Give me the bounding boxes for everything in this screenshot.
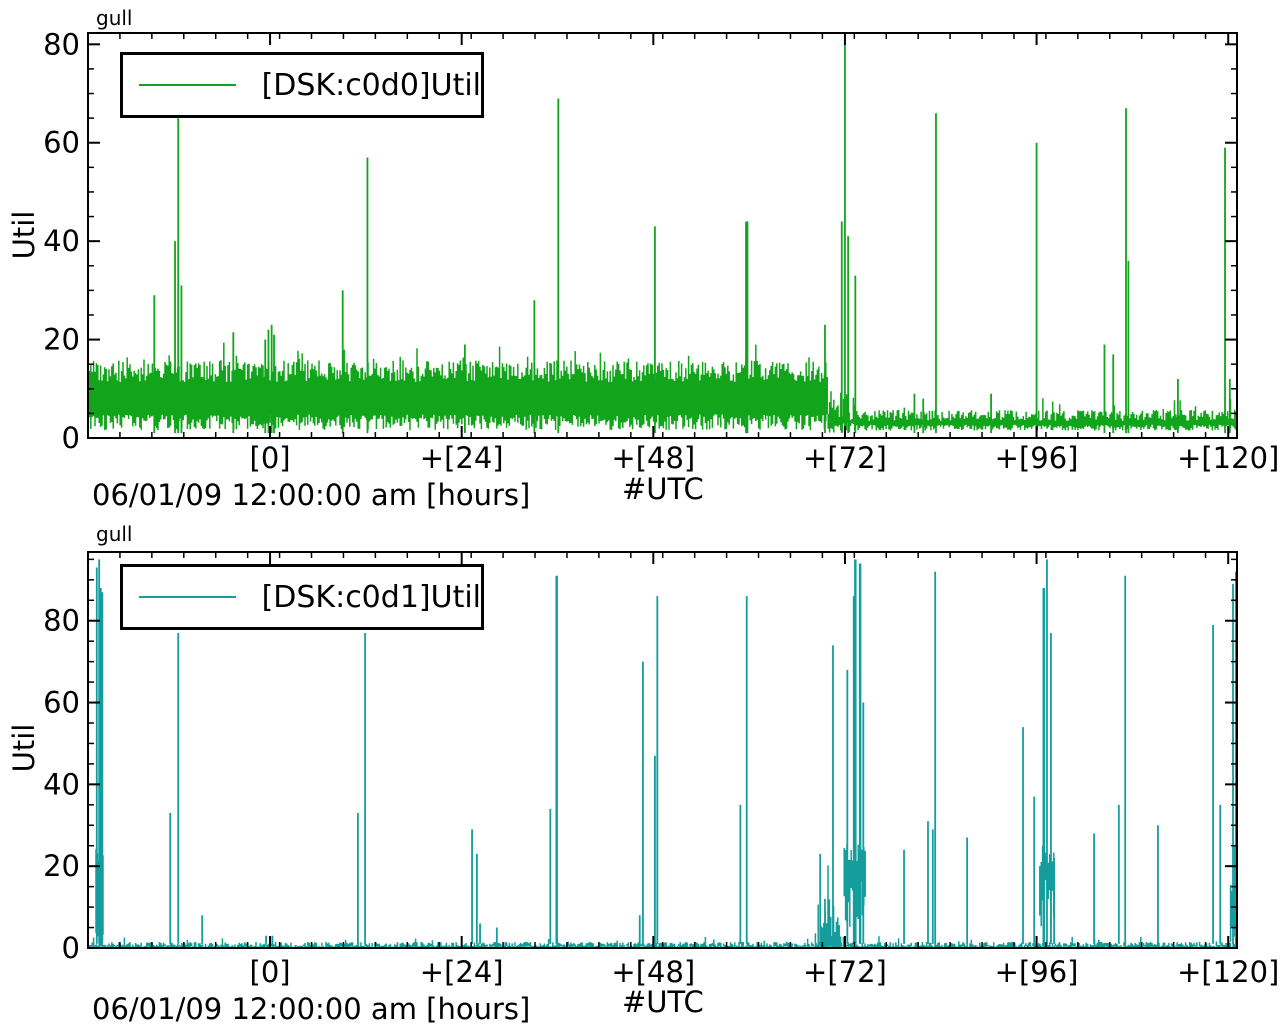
y-axis-label: Util	[7, 723, 41, 773]
chart-title: gull	[96, 522, 133, 546]
x-tick-label: +[24]	[420, 955, 504, 989]
axis-ticks	[88, 552, 1237, 949]
legend-label: [DSK:c0d0]Util	[261, 67, 481, 103]
x-tick-label: +[96]	[995, 441, 1079, 475]
y-tick-label: 40	[43, 767, 80, 801]
axis-ticks	[88, 33, 1237, 439]
legend-box: [DSK:c0d0]Util	[120, 52, 484, 118]
x-axis-utc-label: #UTC	[622, 985, 704, 1019]
chart-1: [0] +[24] +[48] +[72] +[96] +[120] 0 20 40 60 80	[43, 551, 1279, 989]
legend-label: [DSK:c0d1]Util	[261, 579, 481, 615]
y-tick-label: 60	[43, 686, 80, 720]
x-tick-label: +[120]	[1177, 955, 1279, 989]
x-tick-label: [0]	[250, 955, 291, 989]
series-noise-band	[88, 342, 1237, 433]
x-tick-label: +[48]	[611, 955, 695, 989]
x-axis-start-time-label: 06/01/09 12:00:00 am [hours]	[92, 478, 531, 512]
y-axis-label: Util	[7, 210, 41, 260]
y-tick-label: 80	[43, 27, 80, 61]
y-tick-label: 20	[43, 323, 80, 357]
x-tick-label: +[24]	[420, 441, 504, 475]
y-tick-label: 40	[43, 224, 80, 258]
y-tick-label: 0	[62, 931, 80, 965]
chart-0: [0] +[24] +[48] +[72] +[96] +[120] 0 20 40 60 80	[43, 27, 1279, 475]
x-tick-label: +[72]	[803, 955, 887, 989]
legend-line-sample	[139, 596, 236, 598]
x-tick-label: +[48]	[611, 441, 695, 475]
series-spikes	[95, 559, 1237, 944]
x-tick-label: +[72]	[803, 441, 887, 475]
y-tick-label: 20	[43, 849, 80, 883]
chart-title: gull	[96, 6, 133, 30]
legend-line-sample	[139, 84, 236, 86]
x-tick-label: +[120]	[1177, 441, 1279, 475]
series-noise-band	[88, 844, 1237, 948]
y-tick-label: 0	[62, 421, 80, 455]
x-axis-start-time-label: 06/01/09 12:00:00 am [hours]	[92, 992, 531, 1024]
x-tick-label: [0]	[250, 441, 291, 475]
y-tick-label: 80	[43, 604, 80, 638]
legend-box: [DSK:c0d1]Util	[120, 564, 484, 630]
x-axis-utc-label: #UTC	[622, 472, 704, 506]
series-spikes	[153, 44, 1231, 434]
y-tick-label: 60	[43, 126, 80, 160]
x-tick-label: +[96]	[995, 955, 1079, 989]
